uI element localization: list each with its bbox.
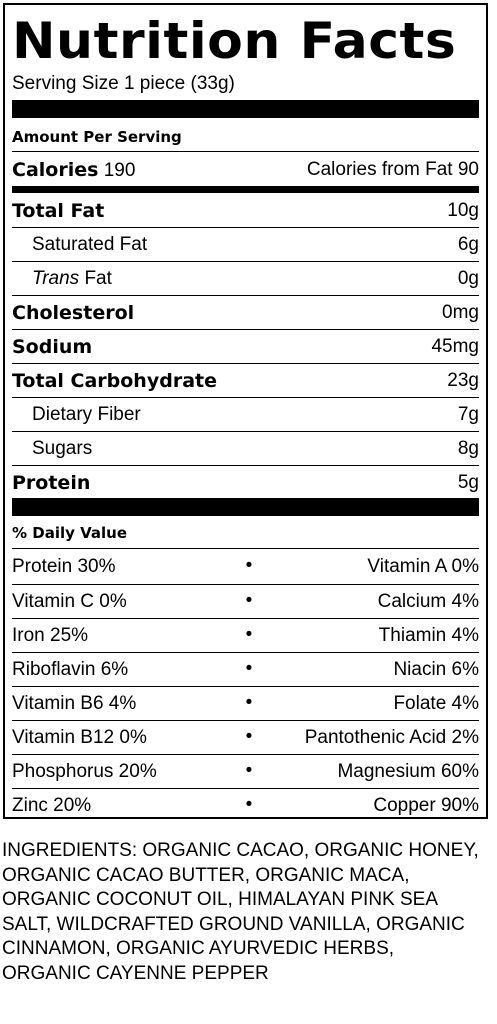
nutrient-value: 45mg [431,336,479,357]
divider [12,363,479,364]
calories-label: Calories [12,159,99,181]
label-title: Nutrition Facts [12,12,457,70]
divider [12,261,479,262]
vitamin-row: Vitamin C 0% • Calcium 4% [12,585,479,618]
divider [12,465,479,466]
thick-divider [12,100,479,118]
label-inner: Nutrition Facts Serving Size 1 piece (33… [12,5,479,817]
ingredients-text: INGREDIENTS: ORGANIC CACAO, ORGANIC HONE… [2,840,479,984]
nutrient-row-saturated-fat: Saturated Fat 6g [12,228,479,261]
vitamin-row: Riboflavin 6% • Niacin 6% [12,653,479,686]
nutrient-row-total-fat: Total Fat 10g [12,194,479,227]
vitamin-left: Protein 30% [12,556,116,577]
bullet-separator: • [245,624,253,645]
vitamin-right: Thiamin 4% [378,625,479,646]
nutrient-label: Saturated Fat [32,234,148,255]
divider [12,584,479,585]
serving-size: Serving Size 1 piece (33g) [12,73,235,94]
vitamin-row: Vitamin B12 0% • Pantothenic Acid 2% [12,721,479,754]
nutrient-value: 5g [457,472,479,493]
divider [12,788,479,789]
nutrient-row-sodium: Sodium 45mg [12,330,479,363]
daily-value-heading: % Daily Value [12,524,128,542]
vitamin-right: Folate 4% [393,693,479,714]
nutrient-row-cholesterol: Cholesterol 0mg [12,296,479,329]
nutrition-facts-label: Nutrition Facts Serving Size 1 piece (33… [3,3,488,819]
vitamin-left: Vitamin B12 0% [12,727,147,748]
amount-per-serving: Amount Per Serving [12,128,182,146]
medium-divider [12,186,479,193]
vitamin-row: Vitamin B6 4% • Folate 4% [12,687,479,720]
vitamin-left: Phosphorus 20% [12,761,157,782]
divider [12,151,479,152]
nutrient-row-dietary-fiber: Dietary Fiber 7g [12,398,479,431]
nutrient-value: 0g [457,268,479,289]
trans-fat-suffix: Fat [79,268,112,289]
bullet-separator: • [245,726,253,747]
vitamin-row: Iron 25% • Thiamin 4% [12,619,479,652]
nutrient-label: Dietary Fiber [32,404,141,425]
vitamin-right: Vitamin A 0% [367,556,479,577]
vitamin-row: Zinc 20% • Copper 90% [12,789,479,822]
vitamin-row: Phosphorus 20% • Magnesium 60% [12,755,479,788]
divider [12,720,479,721]
calories-from-fat: Calories from Fat 90 [306,159,479,180]
bullet-separator: • [245,590,253,611]
divider [12,548,479,549]
divider [12,652,479,653]
vitamin-right: Niacin 6% [393,659,479,680]
vitamin-right: Pantothenic Acid 2% [304,727,479,748]
bullet-separator: • [245,555,253,576]
nutrient-value: 0mg [442,302,479,323]
bullet-separator: • [245,658,253,679]
divider [12,397,479,398]
vitamin-left: Zinc 20% [12,795,92,816]
nutrient-value: 6g [457,234,479,255]
vitamin-row: Protein 30% • Vitamin A 0% [12,550,479,583]
nutrient-value: 10g [447,200,479,221]
vitamin-left: Iron 25% [12,625,89,646]
thick-divider [12,498,479,516]
divider [12,227,479,228]
nutrient-label: Cholesterol [12,302,135,324]
trans-italic: Trans [32,268,80,289]
vitamin-left: Riboflavin 6% [12,659,129,680]
bullet-separator: • [245,692,253,713]
nutrient-label: Sodium [12,336,93,358]
nutrient-value: 8g [457,438,479,459]
divider [12,431,479,432]
nutrient-label: Total Fat [12,200,105,222]
vitamin-left: Vitamin B6 4% [12,693,137,714]
calories-value: 190 [103,160,136,181]
divider [12,618,479,619]
nutrient-label: Sugars [32,438,93,459]
nutrient-row-protein: Protein 5g [12,466,479,499]
nutrient-label: Trans Fat [32,268,112,290]
divider [12,754,479,755]
bullet-separator: • [245,794,253,815]
nutrient-label: Protein [12,472,91,494]
nutrient-label: Total Carbohydrate [12,370,217,392]
nutrient-value: 23g [447,370,479,391]
calories-row: Calories 190 Calories from Fat 90 [12,153,479,186]
divider [12,329,479,330]
divider [12,295,479,296]
vitamin-right: Copper 90% [373,795,479,816]
nutrient-row-total-carbohydrate: Total Carbohydrate 23g [12,364,479,397]
vitamin-right: Calcium 4% [377,591,479,612]
vitamin-left: Vitamin C 0% [12,591,127,612]
bullet-separator: • [245,760,253,781]
vitamin-right: Magnesium 60% [337,761,479,782]
divider [12,686,479,687]
nutrient-row-sugars: Sugars 8g [12,432,479,465]
nutrient-row-trans-fat: Trans Fat 0g [12,262,479,295]
nutrient-value: 7g [457,404,479,425]
